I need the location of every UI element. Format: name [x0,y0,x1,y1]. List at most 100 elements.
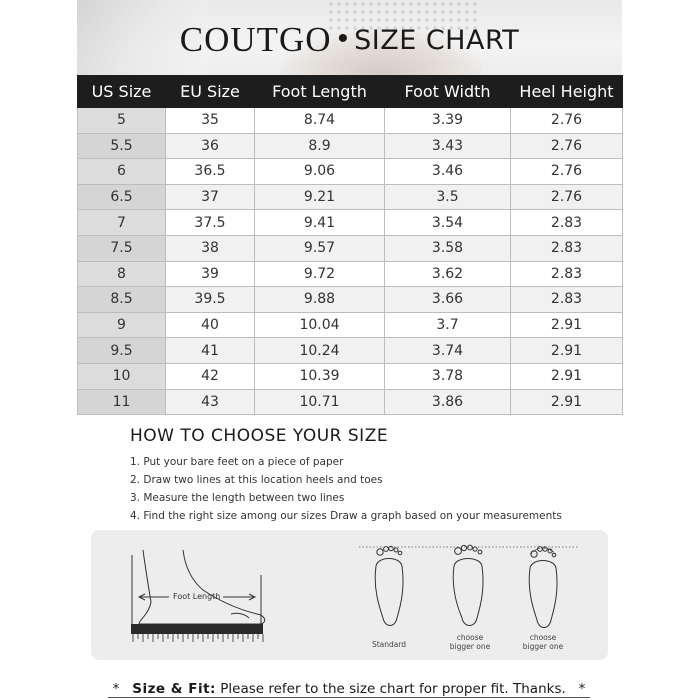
note-label: Size & Fit: [132,681,216,697]
table-cell: 10.04 [254,311,385,339]
foot-label-wide-line2: bigger one [450,642,491,651]
table-cell: 39.5 [165,286,255,313]
side-foot-icon [131,549,266,626]
table-cell: 3.7 [384,311,511,339]
table-cell: 6.5 [77,183,166,211]
table-cell: 37 [165,183,255,211]
table-row: 11 43 10.71 3.86 2.91 [77,388,623,416]
header-banner: COUTGO • SIZE CHART [77,0,622,76]
size-chart-table: US Size EU Size Foot Length Foot Width Heel … [77,75,623,416]
foot-label-long-line1: choose [530,633,557,642]
brand-name: COUTGO [179,20,332,59]
title-separator: • [337,22,349,55]
table-cell: 8 [77,260,166,288]
table-row: 8 39 9.72 3.62 2.83 [77,260,623,288]
note-underline [108,697,590,698]
table-row: 9 40 10.04 3.7 2.91 [77,311,623,339]
banner-photo-center [282,28,482,76]
foot-label-wide-line1: choose [457,633,484,642]
note-star-right: * [578,681,586,697]
table-cell: 3.58 [384,234,511,262]
table-cell: 3.39 [384,107,511,134]
ruler-icon [131,624,263,634]
long-toe-foot-icon [528,546,558,628]
table-cell: 7.5 [77,234,166,262]
table-cell: 9.21 [254,183,385,211]
table-cell: 38 [165,234,255,262]
banner-photo-left [77,0,207,76]
column-header: Foot Length [254,75,385,108]
table-cell: 9.57 [254,234,385,262]
table-cell: 3.54 [384,209,511,236]
column-header: US Size [77,75,166,108]
table-body: 5 35 8.74 3.39 2.76 5.5 36 8.9 3.43 2.76 6 36.5 9.06… [77,107,623,416]
table-cell: 3.5 [384,183,511,211]
table-cell: 35 [165,107,255,134]
page-title: COUTGO • SIZE CHART [77,20,622,60]
ruler-ticks [132,634,264,642]
guide-title: HOW TO CHOOSE YOUR SIZE [130,426,389,446]
foot-length-label: Foot Length [173,592,220,601]
table-cell: 2.83 [510,286,623,313]
table-cell: 10.24 [254,337,385,364]
table-cell: 10.39 [254,362,385,390]
table-row: 9.5 41 10.24 3.74 2.91 [77,337,623,364]
note-text: Please refer to the size chart for prope… [220,681,566,697]
standard-foot-icon [374,545,404,626]
table-cell: 9.88 [254,286,385,313]
table-cell: 42 [165,362,255,390]
table-row: 10 42 10.39 3.78 2.91 [77,362,623,390]
foot-label-standard: Standard [372,640,406,649]
table-cell: 2.76 [510,107,623,134]
table-cell: 3.66 [384,286,511,313]
column-header: Heel Height [510,75,623,108]
table-cell: 9.41 [254,209,385,236]
table-cell: 3.86 [384,388,511,416]
table-cell: 3.46 [384,158,511,185]
table-cell: 10 [77,362,166,390]
table-cell: 39 [165,260,255,288]
table-cell: 3.43 [384,132,511,160]
table-cell: 6 [77,158,166,185]
guide-step: 3. Measure the length between two lines [130,492,345,504]
table-row: 5.5 36 8.9 3.43 2.76 [77,132,623,160]
table-cell: 8.74 [254,107,385,134]
table-cell: 2.83 [510,260,623,288]
table-cell: 2.91 [510,337,623,364]
table-cell: 36 [165,132,255,160]
guide-step: 4. Find the right size among our sizes D… [130,510,562,522]
table-cell: 9 [77,311,166,339]
table-header-row: US Size EU Size Foot Length Foot Width Heel … [77,75,623,108]
table-row: 6.5 37 9.21 3.5 2.76 [77,183,623,211]
table-cell: 2.91 [510,362,623,390]
table-cell: 40 [165,311,255,339]
table-cell: 11 [77,388,166,416]
guide-step: 2. Draw two lines at this location heels… [130,474,383,486]
table-cell: 10.71 [254,388,385,416]
guide-step: 1. Put your bare feet on a piece of pape… [130,456,344,468]
table-cell: 9.72 [254,260,385,288]
note-star-left: * [112,681,120,697]
size-fit-note: * Size & Fit: Please refer to the size c… [108,681,590,697]
table-cell: 3.74 [384,337,511,364]
wide-foot-icon [452,544,484,626]
column-header: EU Size [165,75,255,108]
title-subtitle: SIZE CHART [354,25,520,56]
table-cell: 2.83 [510,234,623,262]
table-row: 5 35 8.74 3.39 2.76 [77,107,623,134]
table-cell: 43 [165,388,255,416]
table-cell: 7 [77,209,166,236]
table-cell: 8.5 [77,286,166,313]
measure-illustration: Foot Length Standard choose bigger [131,544,578,651]
foot-label-long-line2: bigger one [523,642,564,651]
table-cell: 9.5 [77,337,166,364]
table-cell: 5 [77,107,166,134]
measure-illustration-panel: Foot Length Standard choose bigger [91,530,608,660]
table-cell: 8.9 [254,132,385,160]
table-row: 7 37.5 9.41 3.54 2.83 [77,209,623,236]
table-cell: 2.76 [510,158,623,185]
guide-steps: 1. Put your bare feet on a piece of pape… [130,453,562,525]
table-cell: 2.91 [510,311,623,339]
table-cell: 36.5 [165,158,255,185]
table-row: 6 36.5 9.06 3.46 2.76 [77,158,623,185]
